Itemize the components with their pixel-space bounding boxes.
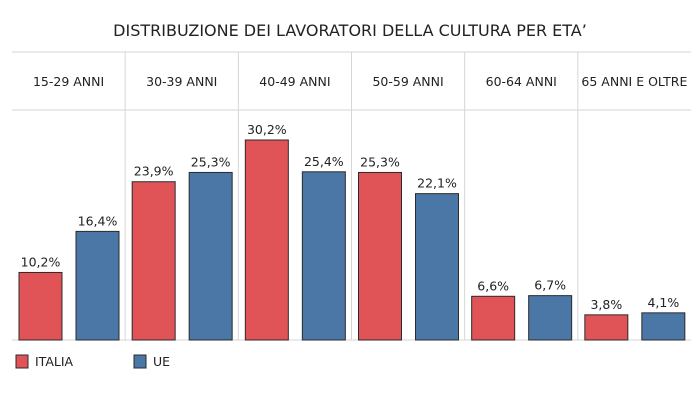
value-label-italia-2: 23,9%: [134, 164, 174, 179]
bars: [18, 139, 686, 341]
legend-swatch-ue: [133, 354, 147, 369]
bar-italia-2: [131, 181, 176, 341]
legend-label-ue: UE: [153, 354, 170, 369]
value-label-italia-1: 10,2%: [21, 254, 61, 269]
bar-ue-1: [75, 230, 120, 341]
value-label-ue-3: 25,4%: [304, 154, 344, 169]
value-label-ue-2: 25,3%: [191, 154, 231, 169]
value-labels: 10,2% 16,4% 23,9% 25,3% 30,2% 25,4% 25,3% 22,1%…: [21, 122, 680, 312]
value-label-italia-3: 30,2%: [247, 122, 287, 137]
group-label-5: 60-64 ANNI: [486, 74, 557, 89]
group-labels: 15-29 ANNI 30-39 ANNI 40-49 ANNI 50-59 ANNI…: [33, 74, 688, 89]
value-label-ue-5: 6,7%: [534, 278, 566, 293]
bar-italia-5: [471, 295, 516, 341]
bar-italia-3: [244, 139, 289, 341]
chart-frame: [12, 51, 691, 341]
bar-ue-5: [528, 295, 573, 341]
group-label-3: 40-49 ANNI: [259, 74, 330, 89]
chart-title: DISTRIBUZIONE DEI LAVORATORI DELLA CULTU…: [113, 21, 587, 40]
bar-italia-4: [358, 171, 402, 341]
bar-italia-6: [584, 314, 629, 341]
group-label-4: 50-59 ANNI: [372, 74, 443, 89]
legend: ITALIA UE: [15, 354, 170, 369]
value-label-italia-4: 25,3%: [360, 154, 400, 169]
bar-italia-1: [18, 271, 63, 341]
bar-ue-3: [301, 171, 346, 341]
bar-ue-6: [641, 312, 686, 341]
value-label-ue-1: 16,4%: [78, 213, 118, 228]
legend-label-italia: ITALIA: [35, 354, 74, 369]
legend-swatch-italia: [15, 354, 29, 369]
bar-ue-4: [415, 193, 459, 341]
bar-ue-2: [188, 171, 233, 341]
value-label-ue-4: 22,1%: [417, 176, 457, 191]
value-label-italia-5: 6,6%: [477, 278, 509, 293]
value-label-ue-6: 4,1%: [647, 295, 679, 310]
value-label-italia-6: 3,8%: [590, 297, 622, 312]
group-label-2: 30-39 ANNI: [146, 74, 217, 89]
group-label-1: 15-29 ANNI: [33, 74, 104, 89]
group-label-6: 65 ANNI E OLTRE: [581, 74, 687, 89]
